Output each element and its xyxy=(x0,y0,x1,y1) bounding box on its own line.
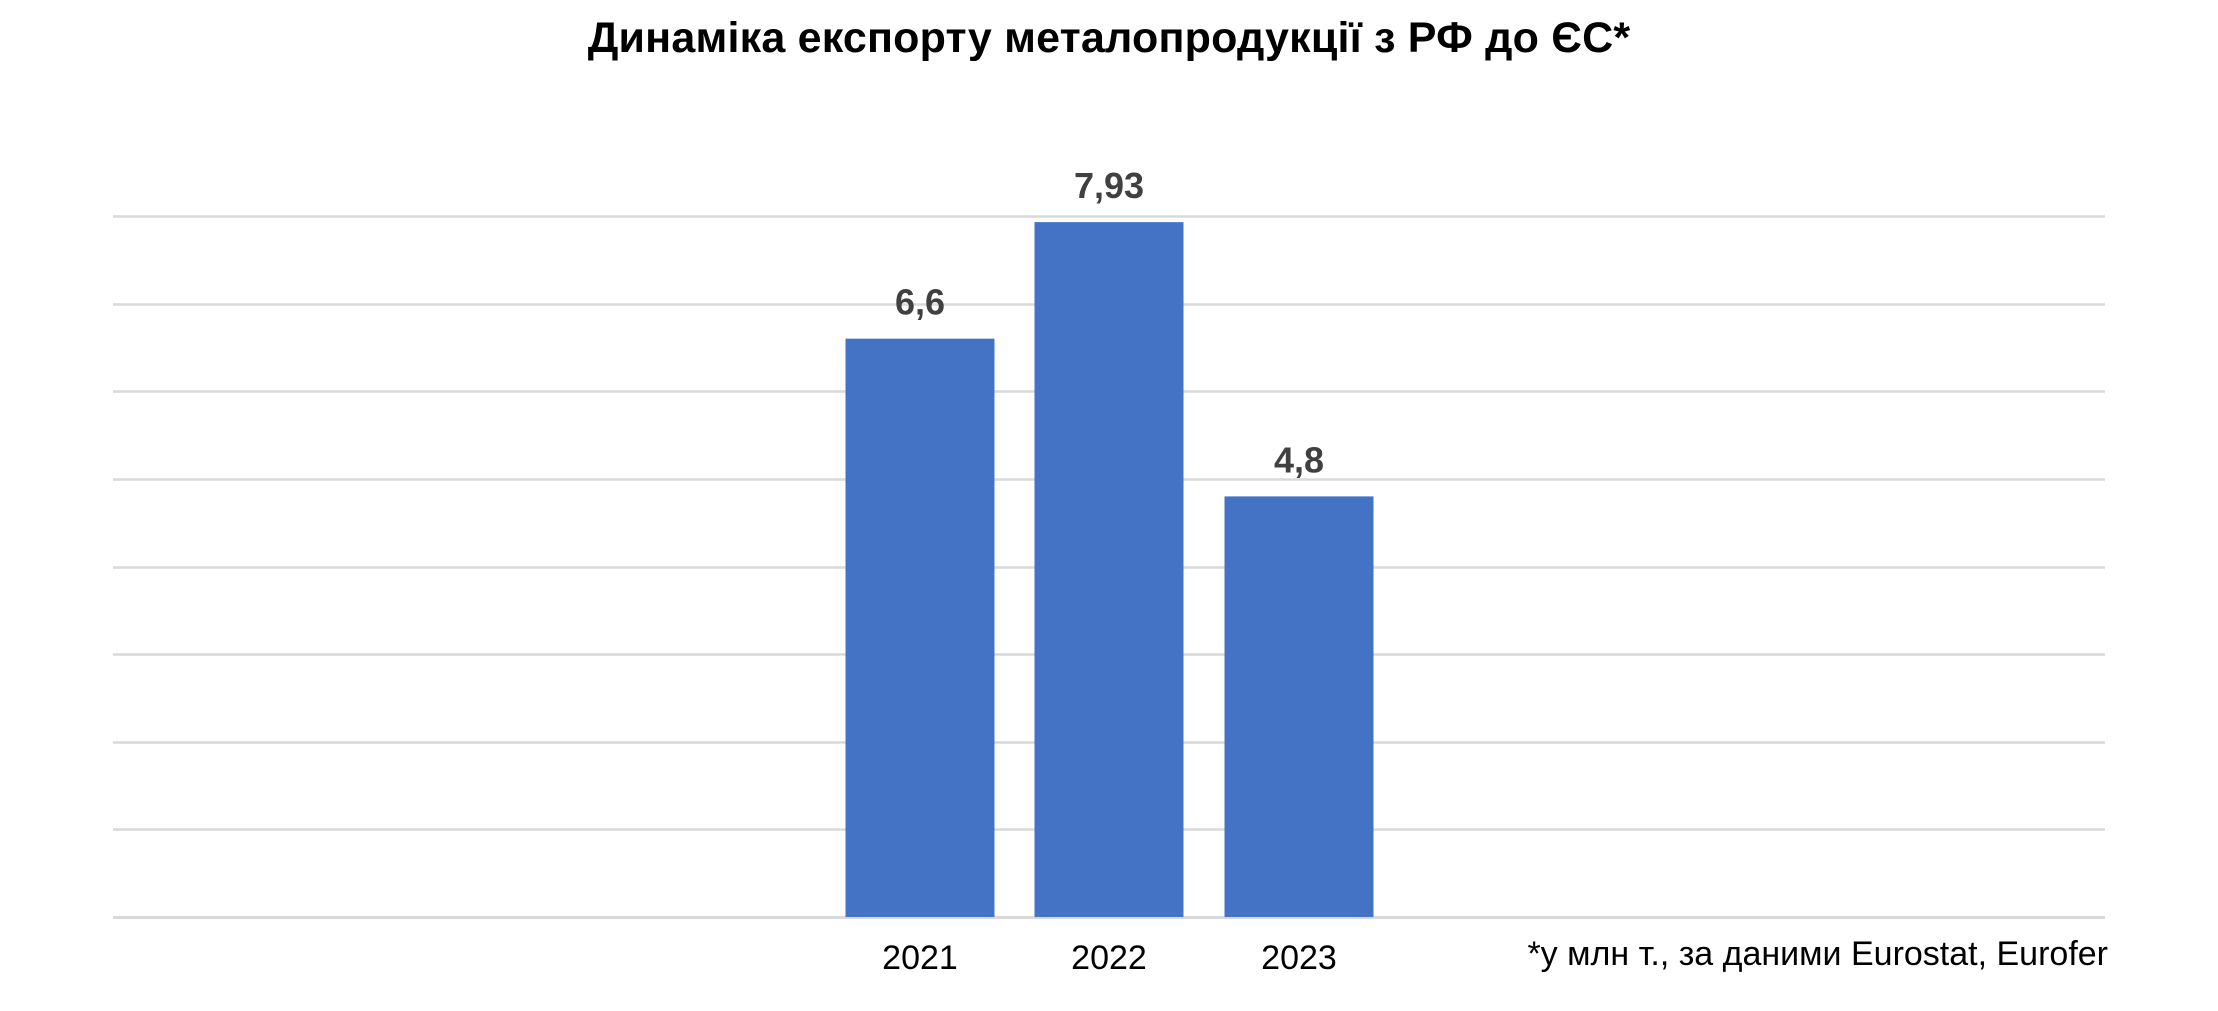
chart-title: Динаміка експорту металопродукції з РФ д… xyxy=(587,14,1631,62)
data-label-2021: 6,6 xyxy=(895,282,945,323)
bar-2023 xyxy=(1224,496,1374,917)
x-tick-label-2022: 2022 xyxy=(1071,939,1147,977)
x-axis-tick-labels: 2021 2022 2023 xyxy=(882,939,1337,977)
footnote: *у млн т., за даними Eurostat, Eurofer xyxy=(1527,935,2108,973)
bar-2021 xyxy=(845,338,995,917)
x-tick-label-2023: 2023 xyxy=(1261,939,1337,977)
data-label-2023: 4,8 xyxy=(1274,439,1324,480)
bar-2022 xyxy=(1034,222,1184,918)
data-labels: 6,6 7,93 4,8 xyxy=(895,165,1324,480)
bars xyxy=(845,222,1374,918)
x-tick-label-2021: 2021 xyxy=(882,939,958,977)
data-label-2022: 7,93 xyxy=(1074,165,1144,206)
